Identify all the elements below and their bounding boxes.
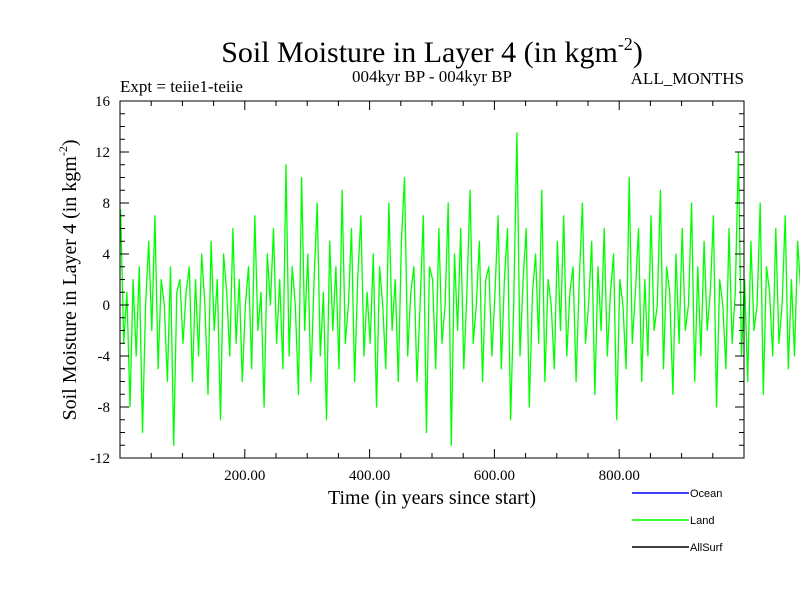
series-line-land: [119, 132, 800, 446]
legend-label-ocean: Ocean: [690, 488, 722, 500]
chart-title-text: Soil Moisture in Layer 4 (in kgm: [221, 36, 618, 69]
y-tick-label: 8: [103, 196, 111, 212]
y-tick-label: 16: [95, 94, 111, 110]
y-tick-label: 0: [103, 298, 111, 314]
chart-title: Soil Moisture in Layer 4 (in kgm-2): [221, 34, 643, 69]
y-tick-label: -12: [90, 451, 110, 467]
subtitle-right: ALL_MONTHS: [631, 69, 744, 88]
chart-title-superscript: -2: [618, 34, 633, 54]
chart-title-suffix: ): [633, 36, 643, 69]
subtitle-center: 004kyr BP - 004kyr BP: [352, 67, 512, 86]
y-axis-ticks: -12 -8 -4 0 4 8 12 16: [90, 94, 744, 467]
y-tick-label: 12: [95, 145, 110, 161]
x-axis-ticks: 200.00 400.00 600.00 800.00: [150, 101, 714, 484]
y-axis-label-superscript: -2: [56, 146, 70, 156]
legend-label-allsurf: AllSurf: [690, 542, 723, 554]
y-tick-label: -4: [98, 349, 111, 365]
subtitle-left: Expt = teiie1-teiie: [120, 77, 243, 96]
y-axis-label-suffix: ): [59, 139, 81, 146]
y-tick-label: 4: [103, 247, 111, 263]
x-tick-label: 800.00: [599, 468, 640, 484]
y-axis-label: Soil Moisture in Layer 4 (in kgm-2): [56, 139, 81, 420]
y-axis-label-text: Soil Moisture in Layer 4 (in kgm: [59, 156, 81, 421]
y-tick-label: -8: [98, 400, 111, 416]
x-tick-label: 200.00: [224, 468, 265, 484]
legend: Ocean Land AllSurf: [632, 488, 723, 554]
x-axis-label: Time (in years since start): [328, 487, 536, 509]
legend-label-land: Land: [690, 515, 714, 527]
plot-area: [119, 132, 800, 446]
x-tick-label: 600.00: [474, 468, 515, 484]
x-tick-label: 400.00: [349, 468, 390, 484]
